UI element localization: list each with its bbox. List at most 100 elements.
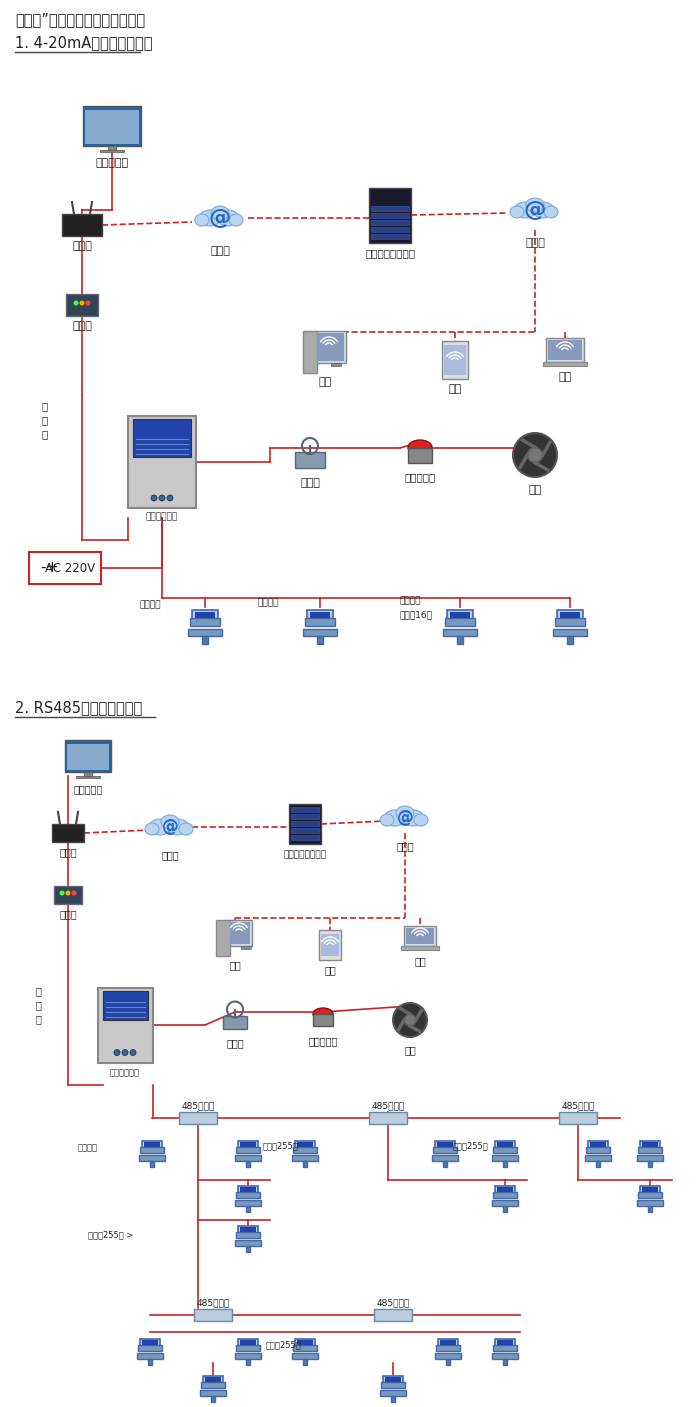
Bar: [637, 1155, 663, 1161]
Bar: [369, 1112, 407, 1124]
Bar: [292, 1155, 318, 1161]
Bar: [503, 1161, 507, 1166]
Bar: [640, 1141, 660, 1148]
Ellipse shape: [544, 205, 558, 218]
Bar: [638, 1147, 661, 1152]
Bar: [202, 636, 208, 644]
Bar: [304, 618, 335, 626]
Bar: [297, 1339, 313, 1345]
Text: 可连接255台: 可连接255台: [452, 1141, 488, 1150]
Bar: [548, 340, 582, 360]
Bar: [291, 822, 319, 826]
Bar: [238, 1186, 258, 1193]
Ellipse shape: [384, 810, 406, 826]
Text: 声光报警器: 声光报警器: [405, 473, 435, 483]
Text: 电脑: 电脑: [318, 377, 332, 387]
Ellipse shape: [217, 210, 239, 227]
Bar: [291, 808, 319, 812]
Text: 485中继器: 485中继器: [561, 1102, 594, 1110]
Bar: [83, 106, 141, 146]
Bar: [437, 1142, 453, 1147]
Bar: [433, 1147, 456, 1152]
Bar: [235, 1155, 261, 1161]
Bar: [446, 1359, 450, 1365]
Bar: [587, 1147, 610, 1152]
Bar: [435, 1354, 461, 1359]
Bar: [246, 1245, 250, 1252]
Bar: [238, 1141, 258, 1148]
Bar: [492, 1354, 518, 1359]
Bar: [637, 1200, 663, 1206]
Bar: [314, 331, 346, 363]
Bar: [543, 362, 587, 366]
Bar: [230, 922, 250, 944]
Bar: [497, 1188, 513, 1192]
Bar: [195, 612, 216, 618]
Bar: [139, 1345, 162, 1351]
Bar: [65, 740, 111, 772]
Bar: [321, 934, 339, 955]
Bar: [240, 1227, 256, 1233]
Bar: [567, 636, 573, 644]
Bar: [303, 629, 337, 636]
Ellipse shape: [532, 203, 554, 218]
Text: 路由器: 路由器: [72, 241, 92, 250]
Ellipse shape: [149, 819, 171, 834]
Text: 单机版电脑: 单机版电脑: [95, 158, 129, 167]
Text: 可连接255台: 可连接255台: [265, 1339, 301, 1349]
Circle shape: [60, 891, 64, 895]
Ellipse shape: [229, 214, 243, 227]
Bar: [190, 618, 220, 626]
Bar: [142, 1339, 158, 1345]
Ellipse shape: [313, 1007, 333, 1020]
Bar: [29, 552, 101, 584]
Bar: [240, 1142, 256, 1147]
Bar: [494, 1147, 517, 1152]
Text: 485中继器: 485中继器: [181, 1102, 215, 1110]
Bar: [435, 1141, 455, 1148]
Ellipse shape: [396, 806, 414, 820]
Text: AC 220V: AC 220V: [45, 561, 95, 574]
Bar: [319, 930, 341, 960]
Bar: [84, 772, 92, 777]
Bar: [52, 825, 84, 841]
Bar: [313, 1014, 333, 1026]
Bar: [297, 1142, 313, 1147]
Ellipse shape: [414, 815, 428, 826]
Bar: [317, 636, 323, 644]
Ellipse shape: [408, 440, 432, 454]
Bar: [238, 1338, 258, 1346]
Bar: [495, 1186, 515, 1193]
Circle shape: [80, 301, 85, 305]
Text: 互联网: 互联网: [396, 841, 414, 851]
Text: 可连接16个: 可连接16个: [400, 611, 433, 619]
Bar: [246, 1161, 250, 1166]
Bar: [371, 212, 409, 218]
Circle shape: [114, 1050, 120, 1055]
Text: 安帕尔网络服务器: 安帕尔网络服务器: [284, 850, 326, 860]
Bar: [309, 612, 330, 618]
Bar: [380, 1390, 406, 1396]
Bar: [150, 1161, 154, 1166]
Text: 互联网: 互联网: [210, 246, 230, 256]
Text: 风机: 风机: [404, 1045, 416, 1055]
Bar: [437, 1345, 459, 1351]
Circle shape: [130, 1050, 136, 1055]
Bar: [62, 214, 102, 236]
Bar: [432, 1155, 458, 1161]
Bar: [590, 1142, 606, 1147]
Text: 电磁阀: 电磁阀: [226, 1038, 244, 1048]
Bar: [140, 1338, 160, 1346]
Circle shape: [404, 1014, 416, 1026]
Bar: [194, 1309, 232, 1321]
Bar: [291, 827, 319, 833]
Bar: [331, 363, 341, 366]
Text: @: @: [162, 817, 178, 836]
Ellipse shape: [199, 210, 221, 227]
Text: 机气猫”系列带显示固定式检测仪: 机气猫”系列带显示固定式检测仪: [15, 13, 145, 27]
Bar: [235, 1354, 261, 1359]
Bar: [640, 1186, 660, 1193]
Text: 信号输出: 信号输出: [139, 599, 161, 609]
Bar: [303, 1359, 307, 1365]
Bar: [97, 988, 153, 1062]
